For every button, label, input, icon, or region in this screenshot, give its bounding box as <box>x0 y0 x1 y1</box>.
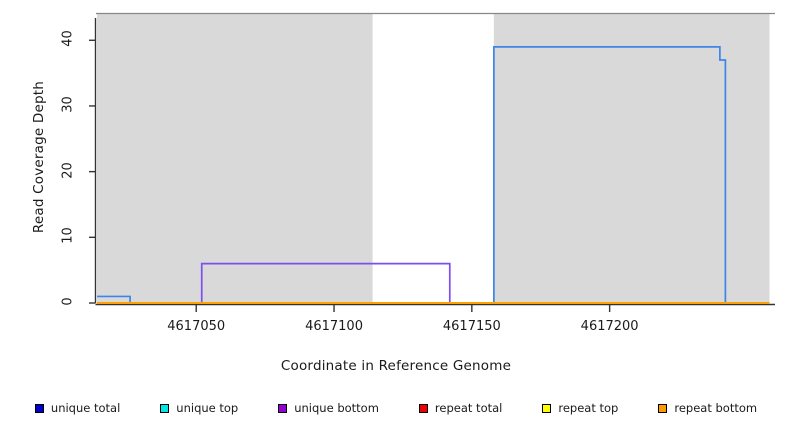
legend-swatch-icon <box>34 403 44 413</box>
legend-label: repeat bottom <box>674 401 758 415</box>
x-tick-label-3: 4617200 <box>580 319 639 334</box>
shaded-region-1 <box>493 14 770 303</box>
axis-layer <box>89 18 775 312</box>
series-line-unique-total <box>97 45 770 304</box>
shaded-region-0 <box>97 14 373 303</box>
legend-swatch-icon <box>418 403 428 413</box>
legend-label: unique top <box>176 401 239 415</box>
y-tick-label-0: 0 <box>60 297 76 306</box>
legend-item-repeat-top[interactable]: repeat top <box>542 402 618 414</box>
y-tick-label-3: 30 <box>60 96 76 113</box>
legend: unique total unique top unique bottom repea… <box>0 398 792 418</box>
legend-item-repeat-total[interactable]: repeat total <box>418 401 503 415</box>
y-tick-label-1: 10 <box>60 227 76 245</box>
legend-swatch-icon <box>658 403 668 413</box>
legend-item-unique-top[interactable]: unique top <box>160 402 238 414</box>
legend-label: unique bottom <box>294 401 379 415</box>
legend-label: unique total <box>50 401 121 415</box>
legend-item-unique-total[interactable]: unique total <box>34 401 121 415</box>
legend-label: repeat top <box>558 401 619 415</box>
x-tick-label-2: 4617150 <box>442 319 501 334</box>
x-tick-label-1: 4617100 <box>305 319 363 334</box>
y-tick-label-2: 20 <box>60 161 76 179</box>
y-tick-label-4: 40 <box>60 30 76 48</box>
legend-item-repeat-bottom[interactable]: repeat bottom <box>658 402 757 414</box>
legend-swatch-icon <box>278 403 288 413</box>
legend-swatch-icon <box>160 403 170 413</box>
legend-swatch-icon <box>542 403 552 413</box>
x-tick-label-0: 4617050 <box>167 319 226 334</box>
legend-label: repeat total <box>434 401 503 415</box>
data-series-layer <box>97 45 770 304</box>
shaded-regions-layer <box>96 12 775 303</box>
x-axis-title: Coordinate in Reference Genome <box>280 358 512 374</box>
legend-item-unique-bottom[interactable]: unique bottom <box>278 402 379 414</box>
